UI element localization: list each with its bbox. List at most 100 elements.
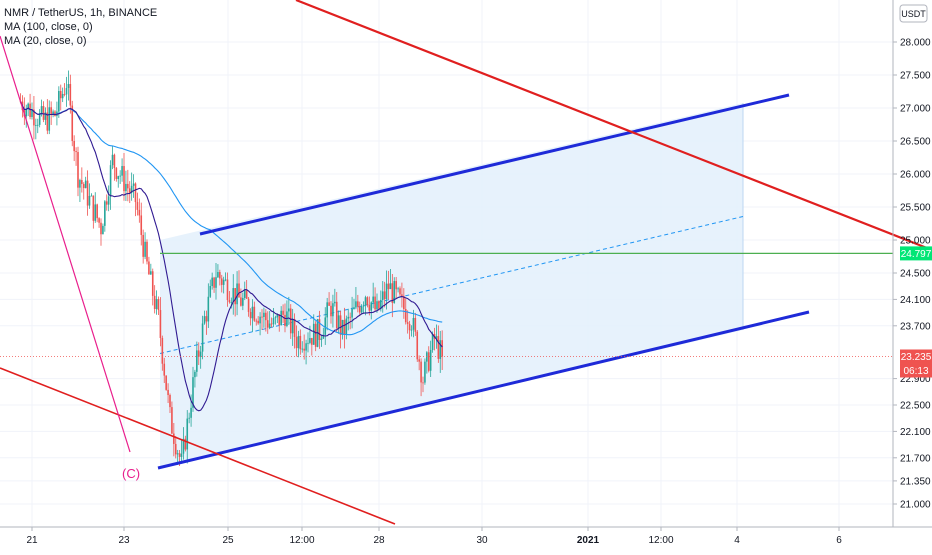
symbol-title[interactable]: NMR / TetherUS, 1h, BINANCE bbox=[4, 7, 158, 19]
candle-body bbox=[150, 271, 152, 275]
candle-body bbox=[226, 279, 229, 301]
candle-body bbox=[247, 298, 250, 312]
candle-body bbox=[299, 335, 302, 350]
candle-body bbox=[192, 377, 194, 408]
candle-body bbox=[171, 407, 173, 434]
candle-body bbox=[48, 107, 51, 131]
candle-body bbox=[151, 271, 154, 296]
candle-body bbox=[427, 352, 430, 371]
candle-body bbox=[188, 417, 190, 419]
candle-body bbox=[376, 301, 378, 310]
candle-body bbox=[155, 299, 158, 310]
candle-body bbox=[381, 291, 384, 301]
candle-body bbox=[213, 277, 215, 288]
candle-body bbox=[278, 314, 281, 326]
candle-body bbox=[403, 295, 405, 309]
x-tick-label: 4 bbox=[734, 535, 740, 546]
candle-body bbox=[194, 371, 196, 378]
candle-body bbox=[416, 331, 419, 360]
candle-body bbox=[232, 288, 235, 303]
candle-body bbox=[422, 382, 424, 384]
candle-body bbox=[134, 183, 137, 203]
candle-body bbox=[418, 359, 420, 362]
candle-body bbox=[38, 113, 41, 125]
candle-body bbox=[209, 286, 212, 297]
candle-body bbox=[297, 335, 300, 349]
candle-body bbox=[159, 310, 162, 338]
x-tick-label: 6 bbox=[836, 535, 842, 546]
candle-body bbox=[255, 320, 258, 322]
candle-body bbox=[349, 316, 351, 318]
y-tick-label: 21.000 bbox=[900, 500, 931, 511]
candle-body bbox=[92, 195, 95, 221]
y-tick-label: 26.000 bbox=[900, 170, 931, 181]
candle-body bbox=[437, 336, 440, 359]
candle-body bbox=[314, 323, 317, 347]
candle-body bbox=[98, 218, 100, 223]
candle-body bbox=[174, 443, 177, 455]
descending-resistance-line bbox=[295, 0, 932, 252]
candle-body bbox=[203, 316, 206, 324]
candle-body bbox=[272, 318, 275, 325]
candle-body bbox=[406, 322, 409, 324]
candle-body bbox=[295, 336, 298, 349]
y-tick-label: 22.900 bbox=[900, 374, 931, 385]
candle-body bbox=[383, 291, 386, 300]
candle-body bbox=[186, 418, 189, 450]
chart-legend: NMR / TetherUS, 1h, BINANCE MA (100, clo… bbox=[4, 6, 157, 48]
candle-body bbox=[220, 278, 223, 285]
candle-body bbox=[441, 340, 443, 357]
candle-body bbox=[364, 297, 367, 306]
candle-body bbox=[374, 296, 376, 310]
candle-body bbox=[81, 180, 83, 185]
candle-body bbox=[176, 453, 179, 455]
candle-body bbox=[167, 389, 169, 396]
y-tick-label: 21.700 bbox=[900, 453, 931, 464]
candle-body bbox=[117, 176, 120, 179]
x-tick-label: 12:00 bbox=[648, 535, 673, 546]
candle-body bbox=[199, 351, 202, 357]
candle-body bbox=[395, 281, 397, 290]
candle-body bbox=[46, 112, 49, 131]
candle-body bbox=[268, 323, 271, 328]
candle-body bbox=[251, 306, 254, 319]
candle-body bbox=[322, 334, 325, 339]
candle-body bbox=[435, 336, 438, 339]
candle-body bbox=[144, 241, 146, 257]
candle-body bbox=[128, 188, 131, 193]
candle-body bbox=[426, 352, 428, 362]
candle-body bbox=[52, 111, 54, 114]
candle-body bbox=[63, 93, 66, 95]
candle-body bbox=[44, 112, 47, 120]
level-badge bbox=[900, 246, 932, 261]
candle-body bbox=[368, 305, 371, 311]
candle-body bbox=[146, 241, 148, 262]
ma20-legend[interactable]: MA (20, close, 0) bbox=[4, 35, 87, 47]
candle-body bbox=[224, 279, 227, 281]
candle-body bbox=[431, 333, 434, 351]
y-tick-label: 25.000 bbox=[900, 236, 931, 247]
x-tick-label: 12:00 bbox=[289, 535, 314, 546]
currency-label: USDT bbox=[901, 9, 926, 19]
candle-body bbox=[259, 316, 261, 324]
candle-body bbox=[136, 202, 139, 210]
candle-body bbox=[127, 183, 129, 189]
candle-body bbox=[339, 315, 342, 335]
y-tick-label: 22.100 bbox=[900, 427, 931, 438]
candle-body bbox=[88, 195, 91, 206]
candle-body bbox=[326, 302, 328, 318]
candle-body bbox=[42, 106, 45, 120]
ma100-line bbox=[19, 101, 443, 336]
candle-body bbox=[240, 297, 242, 306]
level-label: 24.797 bbox=[901, 249, 932, 260]
candle-body bbox=[161, 337, 164, 364]
candle-body bbox=[73, 140, 75, 152]
y-tick-label: 26.500 bbox=[900, 137, 931, 148]
candle-body bbox=[61, 93, 64, 99]
wave-label: (C) bbox=[122, 466, 140, 481]
ma100-legend[interactable]: MA (100, close, 0) bbox=[4, 21, 93, 33]
candle-body bbox=[337, 315, 340, 329]
candle-body bbox=[249, 311, 252, 319]
